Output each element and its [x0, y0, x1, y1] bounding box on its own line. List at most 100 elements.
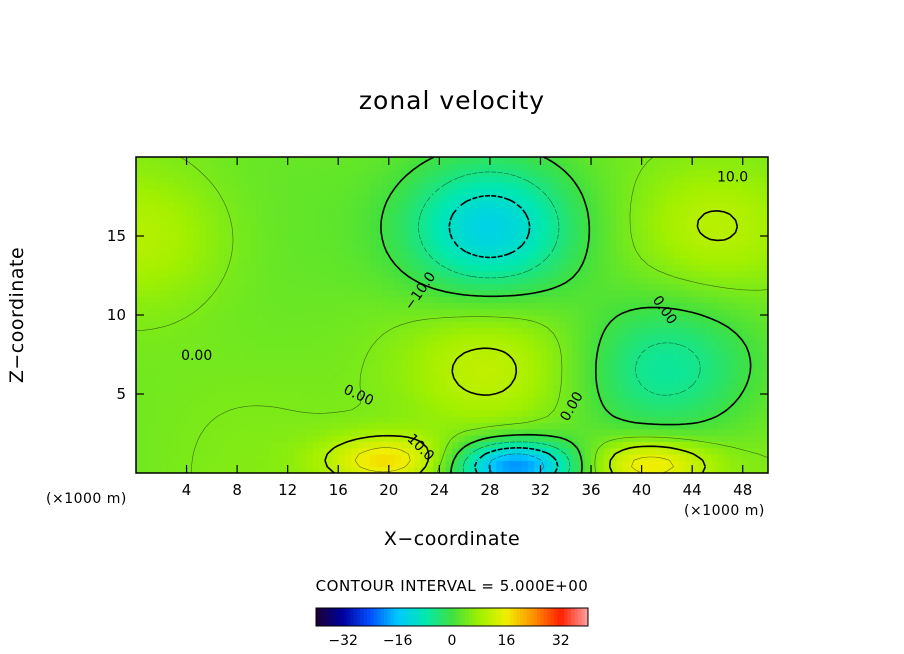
field-cell	[534, 302, 542, 310]
field-cell	[401, 466, 409, 473]
field-cell	[508, 359, 516, 367]
field-cell	[161, 226, 169, 234]
field-cell	[256, 201, 263, 209]
field-cell	[376, 403, 384, 411]
field-cell	[698, 245, 706, 253]
field-cell	[584, 194, 592, 202]
field-cell	[572, 308, 579, 316]
field-cell	[553, 352, 561, 360]
field-cell	[464, 188, 472, 196]
field-cell	[553, 416, 561, 424]
field-cell	[527, 251, 535, 259]
field-cell	[369, 239, 377, 247]
field-cell	[749, 441, 756, 449]
field-cell	[173, 163, 181, 171]
field-cell	[243, 213, 251, 221]
field-cell	[704, 163, 712, 171]
field-cell	[306, 340, 314, 348]
field-cell	[452, 220, 459, 228]
field-cell	[464, 371, 472, 379]
field-cell	[136, 346, 143, 354]
field-cell	[218, 403, 226, 411]
field-cell	[325, 435, 333, 442]
field-cell	[173, 245, 181, 253]
field-cell	[325, 251, 333, 259]
field-cell	[312, 466, 320, 473]
field-cell	[515, 403, 523, 411]
field-cell	[268, 352, 276, 360]
field-cell	[325, 378, 333, 386]
field-cell	[616, 258, 624, 266]
field-cell	[742, 194, 750, 202]
field-cell	[540, 277, 548, 284]
field-cell	[572, 333, 579, 341]
field-cell	[344, 346, 352, 354]
field-cell	[154, 226, 162, 234]
field-cell	[369, 157, 377, 164]
field-cell	[136, 239, 143, 247]
field-cell	[306, 163, 314, 171]
field-cell	[173, 435, 181, 442]
field-cell	[477, 201, 485, 209]
field-cell	[186, 226, 194, 234]
field-cell	[338, 169, 346, 177]
field-cell	[540, 460, 548, 468]
field-cell	[723, 416, 731, 424]
field-cell	[666, 435, 674, 442]
field-cell	[565, 409, 573, 417]
field-cell	[660, 169, 668, 177]
field-cell	[502, 163, 510, 171]
field-cell	[761, 454, 768, 461]
field-cell	[306, 245, 314, 253]
field-cell	[540, 327, 548, 335]
field-cell	[376, 302, 384, 310]
field-cell	[572, 422, 579, 430]
field-cell	[749, 175, 756, 183]
field-cell	[654, 157, 662, 164]
field-cell	[300, 384, 308, 392]
field-cell	[464, 454, 472, 461]
field-cell	[622, 447, 630, 455]
field-cell	[218, 359, 226, 367]
field-cell	[294, 220, 301, 228]
field-cell	[287, 308, 295, 316]
field-cell	[331, 258, 339, 266]
field-cell	[136, 384, 143, 392]
field-cell	[167, 454, 175, 461]
field-cell	[224, 232, 232, 240]
field-cell	[723, 270, 731, 278]
field-cell	[312, 283, 320, 291]
field-cell	[136, 422, 143, 430]
field-cell	[755, 403, 763, 411]
field-cell	[281, 213, 289, 221]
field-cell	[572, 384, 579, 392]
field-cell	[673, 460, 681, 468]
field-cell	[597, 277, 605, 284]
field-cell	[192, 333, 200, 341]
field-cell	[186, 163, 194, 171]
field-cell	[660, 207, 668, 215]
field-cell	[603, 163, 611, 171]
field-cell	[489, 169, 497, 177]
field-cell	[224, 182, 232, 190]
field-cell	[458, 352, 466, 360]
field-cell	[363, 371, 371, 379]
field-cell	[521, 340, 529, 348]
field-cell	[395, 422, 403, 430]
field-cell	[350, 194, 358, 202]
field-cell	[483, 245, 491, 253]
field-cell	[395, 245, 403, 253]
field-cell	[553, 340, 561, 348]
field-cell	[275, 390, 282, 398]
field-cell	[717, 447, 725, 455]
field-cell	[344, 220, 352, 228]
field-cell	[319, 264, 327, 272]
field-cell	[540, 232, 548, 240]
field-cell	[647, 416, 655, 424]
field-cell	[635, 441, 643, 449]
field-cell	[723, 308, 731, 316]
field-cell	[477, 277, 485, 284]
field-cell	[439, 175, 447, 183]
field-cell	[376, 226, 384, 234]
field-cell	[761, 188, 768, 196]
